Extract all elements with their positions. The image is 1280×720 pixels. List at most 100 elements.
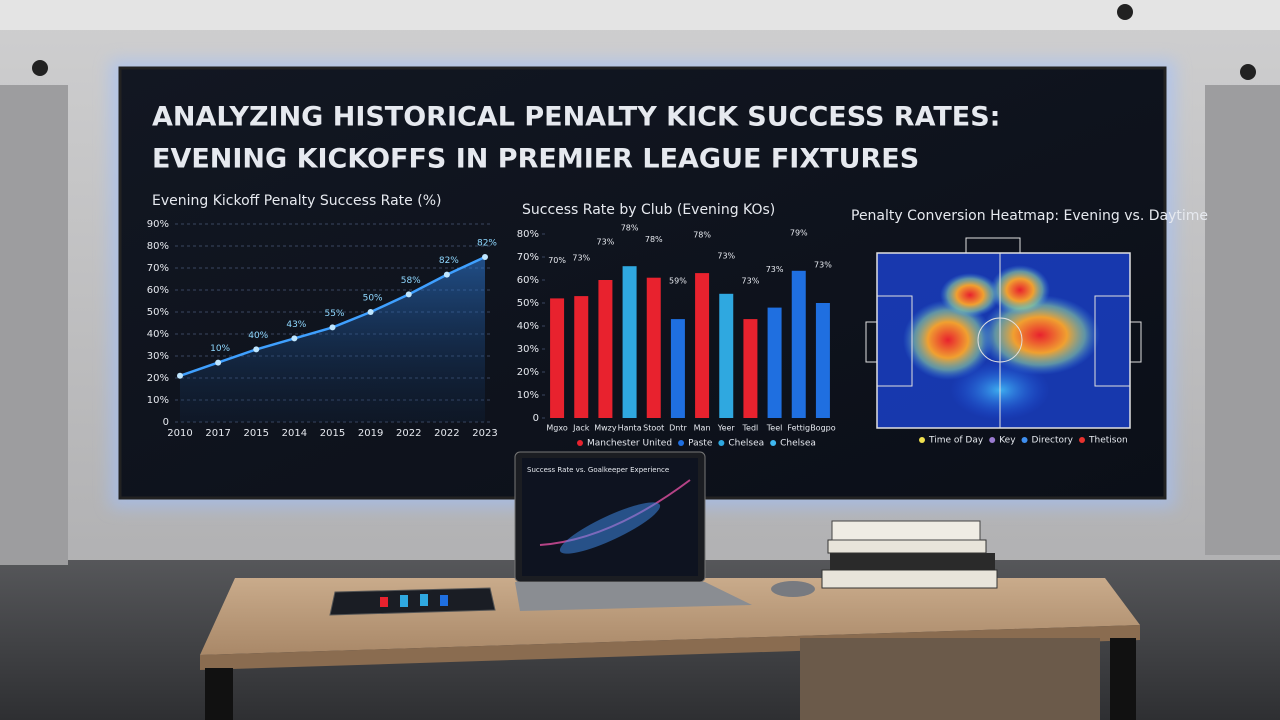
x-tick-label: Mgxo xyxy=(546,424,567,433)
point xyxy=(253,346,260,353)
annotation: 73% xyxy=(814,261,832,270)
tablet-decor xyxy=(400,595,408,607)
x-tick-label: Dntr xyxy=(669,424,687,433)
annotation: 73% xyxy=(766,265,784,274)
area xyxy=(180,257,485,422)
goal xyxy=(1129,321,1142,363)
legend-swatch xyxy=(678,440,685,446)
x-tick-label: 2023 xyxy=(472,428,497,439)
x-tick-label: Stoot xyxy=(643,424,664,433)
side-wall xyxy=(1205,85,1280,555)
legend-swatch xyxy=(718,440,725,446)
annotation: 73% xyxy=(572,254,590,263)
point xyxy=(443,271,450,278)
ceiling xyxy=(0,0,1280,30)
point xyxy=(482,254,488,260)
side-wall xyxy=(0,85,68,565)
book xyxy=(821,569,998,589)
y-tick-label: 70% xyxy=(147,263,169,274)
annotation: 78% xyxy=(693,231,711,240)
y-tick-label: 10% xyxy=(517,390,539,401)
x-tick-label: Teel xyxy=(766,424,783,433)
y-tick-label: 60% xyxy=(517,275,539,286)
heat-blob xyxy=(990,265,1050,315)
y-tick-label: 50% xyxy=(517,298,539,309)
spotlight xyxy=(32,60,48,76)
bar xyxy=(550,298,565,418)
x-tick-label: Man xyxy=(694,424,711,433)
main-title: EVENING KICKOFFS IN PREMIER LEAGUE FIXTU… xyxy=(152,144,919,175)
bar xyxy=(719,293,734,418)
annotation: 82% xyxy=(477,239,497,249)
bar xyxy=(767,307,782,418)
annotation: 50% xyxy=(363,294,383,304)
laptop-base xyxy=(515,582,752,611)
bar xyxy=(791,270,806,418)
y-tick-label: 0 xyxy=(533,413,539,424)
goal xyxy=(865,321,878,363)
point xyxy=(291,335,298,342)
tablet xyxy=(329,587,496,616)
legend-swatch xyxy=(1079,437,1086,443)
x-tick-label: Hanta xyxy=(618,424,642,433)
point xyxy=(329,324,336,331)
y-tick-label: 60% xyxy=(147,285,169,296)
bar xyxy=(622,266,637,418)
y-tick-label: 40% xyxy=(517,321,539,332)
mouse xyxy=(771,581,815,597)
x-tick-label: Jack xyxy=(572,424,590,433)
y-tick-label: 0 xyxy=(163,417,169,428)
y-tick-label: 70% xyxy=(517,252,539,263)
chart-title: Penalty Conversion Heatmap: Evening vs. … xyxy=(851,208,1208,224)
bar xyxy=(743,319,758,418)
annotation: 82% xyxy=(439,256,459,266)
desk-leg xyxy=(205,668,233,720)
point xyxy=(215,359,222,366)
y-tick-label: 80% xyxy=(517,229,539,240)
heat-blob xyxy=(903,300,993,380)
book xyxy=(831,520,981,541)
legend-label: Directory xyxy=(1032,436,1074,446)
legend-label: Chelsea xyxy=(728,439,764,449)
y-tick-label: 40% xyxy=(147,329,169,340)
laptop-title: Success Rate vs. Goalkeeper Experience xyxy=(527,466,669,474)
drawer-unit xyxy=(800,638,1100,720)
laptop-decor xyxy=(559,502,661,554)
pitch-line xyxy=(977,317,1023,363)
legend-label: Time of Day xyxy=(928,436,984,446)
annotation: 10% xyxy=(210,344,230,354)
book xyxy=(827,539,987,554)
legend-swatch xyxy=(577,440,583,446)
annotation: 59% xyxy=(669,277,687,286)
y-tick-label: 20% xyxy=(147,373,169,384)
x-tick-label: 2022 xyxy=(434,428,459,439)
annotation: 40% xyxy=(248,331,268,341)
annotation: 73% xyxy=(717,251,735,260)
annotation: 79% xyxy=(790,228,808,237)
x-tick-label: 2014 xyxy=(282,428,307,439)
x-tick-label: Tedl xyxy=(742,424,759,433)
bar xyxy=(646,277,661,418)
y-tick-label: 90% xyxy=(147,219,169,230)
bar xyxy=(574,296,589,418)
chart-title: Evening Kickoff Penalty Success Rate (%) xyxy=(152,193,441,209)
legend-label: Chelsea xyxy=(780,439,816,449)
heat-blob xyxy=(940,273,1000,317)
legend-swatch xyxy=(919,437,925,443)
desk-leg xyxy=(1110,638,1136,720)
book xyxy=(830,553,995,570)
x-tick-label: Fettig xyxy=(787,424,810,433)
legend-swatch xyxy=(1021,437,1028,443)
bar xyxy=(815,303,830,418)
tablet-decor xyxy=(440,595,448,606)
annotation: 78% xyxy=(621,224,639,233)
annotation: 78% xyxy=(645,235,663,244)
y-tick-label: 80% xyxy=(147,241,169,252)
point xyxy=(367,309,374,315)
x-tick-label: Bogpo xyxy=(810,424,836,433)
main-title: ANALYZING HISTORICAL PENALTY KICK SUCCES… xyxy=(152,102,1000,133)
y-tick-label: 30% xyxy=(147,351,169,362)
x-tick-label: Yeer xyxy=(717,424,736,433)
x-tick-label: 2015 xyxy=(244,428,269,439)
